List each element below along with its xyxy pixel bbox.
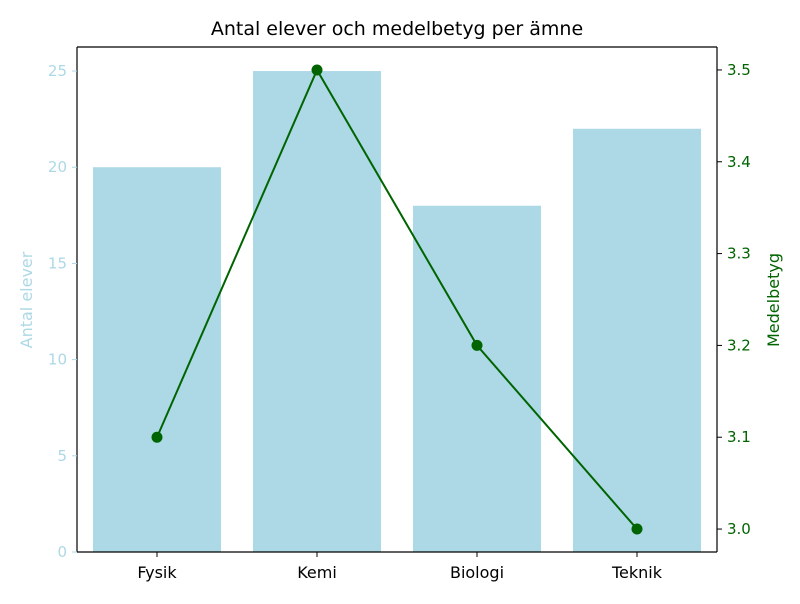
line-layer (151, 64, 643, 535)
point-medelbetyg-fysik (151, 431, 163, 443)
y-right-tick-label: 3.4 (727, 153, 751, 171)
y-right-tick-label: 3.3 (727, 245, 751, 263)
y-right-tick-label: 3.5 (727, 61, 751, 79)
y-left-tick-label: 10 (48, 351, 67, 369)
y-right-tick-label: 3.1 (727, 428, 751, 446)
y-right-tick-label: 3.0 (727, 520, 751, 538)
bar-kemi (253, 71, 381, 553)
chart-title: Antal elever och medelbetyg per ämne (211, 18, 583, 40)
line-medelbetyg (156, 67, 638, 530)
y-right-tick-label: 3.2 (727, 336, 751, 354)
bar-teknik (573, 128, 701, 552)
point-medelbetyg-biologi (471, 339, 483, 351)
y-left-tick-label: 20 (48, 158, 67, 176)
x-tick-label-biologi: Biologi (450, 563, 504, 582)
point-medelbetyg-kemi (311, 64, 323, 76)
point-medelbetyg-teknik (631, 523, 643, 535)
y-left-tick-label: 25 (48, 62, 67, 80)
x-tick-label-kemi: Kemi (297, 563, 337, 582)
x-tick-label-teknik: Teknik (611, 563, 663, 582)
x-tick-label-fysik: Fysik (137, 563, 177, 582)
y-axis-left-label: Antal elever (17, 251, 36, 348)
y-left-tick-label: 15 (48, 254, 67, 272)
y-left-tick-label: 0 (57, 543, 67, 561)
axes-layer: 0 5 10 15 20 25 3.0 3.1 3.2 3.3 3.4 3.5 Fysik Kemi Bio… (48, 46, 751, 582)
bars-layer (93, 71, 701, 553)
bar-fysik (93, 167, 221, 552)
bar-biologi (413, 205, 541, 552)
y-axis-right-label: Medelbetyg (764, 253, 783, 347)
y-left-tick-label: 5 (57, 447, 67, 465)
